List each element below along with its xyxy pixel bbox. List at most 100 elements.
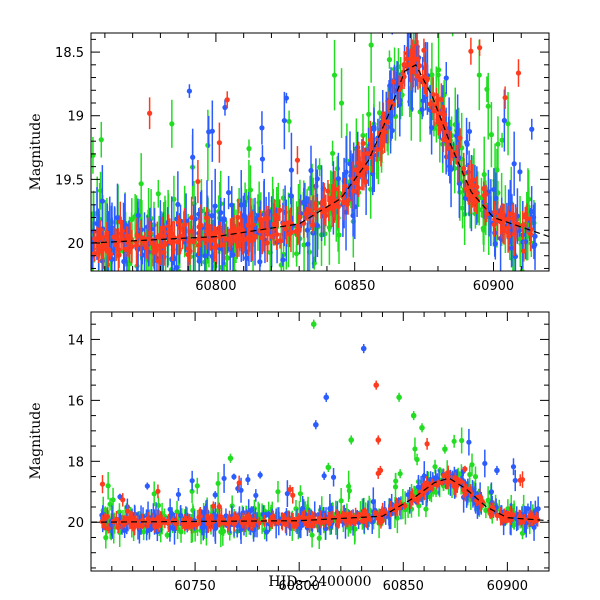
bottom-data-point xyxy=(412,437,418,461)
top-data-point xyxy=(521,240,527,262)
bottom-data-point xyxy=(215,472,221,495)
top-data-point xyxy=(99,165,105,238)
bottom-data-point xyxy=(110,487,116,512)
bottom-data-point xyxy=(250,517,256,531)
bottom-y-tick-label: 16 xyxy=(67,394,84,409)
top-data-point xyxy=(492,201,498,224)
bottom-outlier-point xyxy=(494,465,500,476)
top-data-point xyxy=(520,210,526,240)
bottom-outlier-point xyxy=(310,319,317,329)
top-data-point xyxy=(364,161,370,175)
bottom-data-point xyxy=(206,515,212,523)
top-data-point xyxy=(254,213,260,224)
bottom-data-point xyxy=(256,516,262,530)
bottom-data-point xyxy=(377,511,383,526)
top-data-point xyxy=(107,248,114,260)
top-data-point xyxy=(191,229,197,253)
top-data-point xyxy=(216,122,223,163)
top-data-point xyxy=(440,126,446,153)
top-data-point xyxy=(115,228,121,271)
top-data-point xyxy=(205,109,211,181)
top-data-point xyxy=(488,101,495,168)
bottom-outlier-point xyxy=(377,465,384,476)
top-y-tick-label: 19 xyxy=(67,110,84,125)
bottom-y-axis-label: Magnitude xyxy=(28,402,44,479)
top-data-point xyxy=(257,209,264,229)
top-data-point xyxy=(181,208,188,242)
top-data-point xyxy=(246,139,252,158)
bottom-data-point xyxy=(424,437,430,450)
bottom-outlier-point xyxy=(419,423,425,433)
top-data-point xyxy=(338,68,345,138)
top-data-point xyxy=(509,204,515,224)
top-data-point xyxy=(198,204,204,247)
top-data-point xyxy=(169,99,175,148)
top-data-point xyxy=(277,232,283,249)
top-data-point xyxy=(304,222,310,238)
top-data-point xyxy=(407,54,414,74)
top-data-point xyxy=(495,116,501,173)
top-data-point xyxy=(457,128,463,148)
top-data-point xyxy=(206,115,212,148)
top-y-tick-label: 19.5 xyxy=(55,173,84,188)
top-data-point xyxy=(207,230,214,251)
top-data-point xyxy=(398,0,403,18)
bottom-data-point xyxy=(182,521,188,531)
bottom-data-point xyxy=(120,493,126,507)
bottom-data-point xyxy=(105,472,111,500)
top-data-point xyxy=(515,59,522,87)
top-data-point xyxy=(293,225,299,237)
bottom-data-point xyxy=(280,513,287,520)
bottom-data-point xyxy=(189,470,195,491)
top-data-point xyxy=(195,159,201,204)
top-data-point xyxy=(415,40,421,79)
bottom-x-tick-label: 60750 xyxy=(174,579,215,594)
top-data-point xyxy=(157,226,163,244)
top-data-point xyxy=(404,46,410,72)
top-data-point xyxy=(281,91,287,150)
top-data-point xyxy=(459,187,466,229)
bottom-x-tick-label: 60900 xyxy=(487,579,528,594)
top-data-point xyxy=(211,233,218,262)
top-data-point xyxy=(98,121,104,158)
bottom-data-point xyxy=(463,483,470,493)
bottom-data-point xyxy=(501,508,507,524)
bottom-data-point xyxy=(321,471,327,480)
bottom-data-point xyxy=(290,486,296,504)
top-data-point xyxy=(245,215,251,235)
bottom-data-point xyxy=(372,509,378,517)
bottom-data-point xyxy=(284,480,290,508)
top-x-tick-label: 60800 xyxy=(195,279,236,294)
top-data-point xyxy=(196,223,202,255)
bottom-data-point xyxy=(462,489,468,498)
bottom-outlier-point xyxy=(348,435,355,445)
top-data-point xyxy=(355,179,362,198)
top-data-point xyxy=(308,145,314,196)
top-data-point xyxy=(362,176,369,188)
bottom-data-point xyxy=(483,502,489,519)
top-data-point xyxy=(427,0,432,4)
top-data-point xyxy=(202,233,208,246)
top-data-point xyxy=(376,101,383,125)
top-data-point xyxy=(517,162,523,182)
top-data-point xyxy=(138,153,144,215)
bottom-data-point xyxy=(414,453,420,466)
top-data-point xyxy=(342,177,348,195)
top-data-point xyxy=(505,92,511,156)
top-data-point xyxy=(444,0,449,21)
top-data-point xyxy=(445,129,451,151)
top-data-point xyxy=(203,207,210,229)
bottom-outlier-point xyxy=(442,444,448,454)
top-data-point xyxy=(111,227,117,247)
top-data-point xyxy=(117,201,123,243)
bottom-data-point xyxy=(234,513,240,524)
top-plot-frame xyxy=(90,32,550,272)
top-data-point xyxy=(275,208,281,228)
bottom-data-point xyxy=(434,480,440,490)
top-data-point xyxy=(92,245,98,262)
bottom-model-curve xyxy=(91,477,549,523)
bottom-data-point xyxy=(231,516,237,532)
top-data-point xyxy=(424,65,430,93)
top-y-tick-label: 18.5 xyxy=(55,46,84,61)
top-y-axis-label: Magnitude xyxy=(28,113,44,190)
